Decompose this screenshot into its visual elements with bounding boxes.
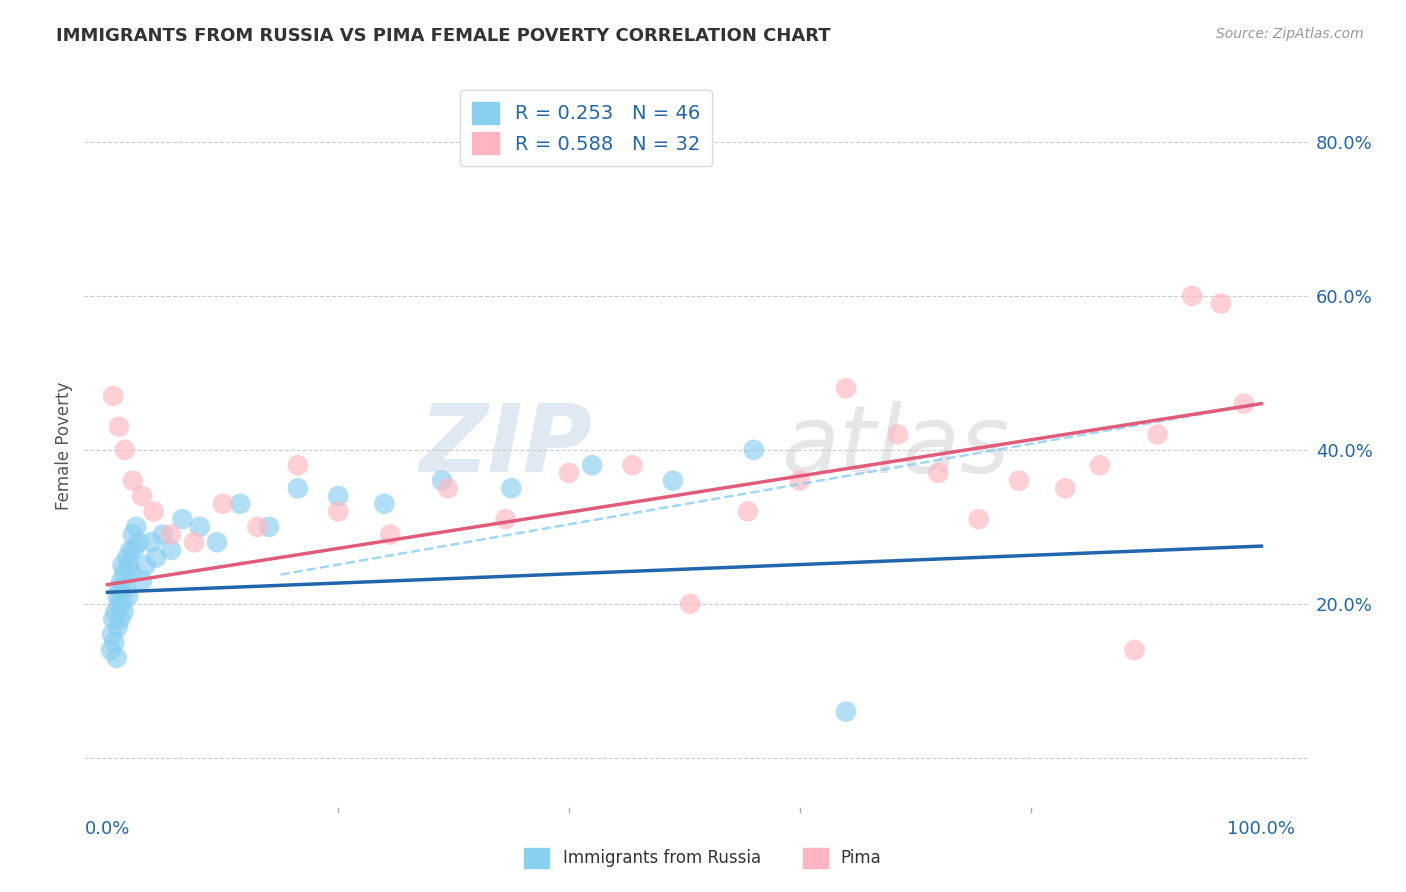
Point — [205, 535, 228, 549]
Point — [430, 474, 453, 488]
Point — [100, 643, 122, 657]
Point — [120, 543, 142, 558]
Point — [108, 582, 131, 596]
Point — [495, 512, 517, 526]
Point — [211, 497, 233, 511]
Point — [257, 520, 280, 534]
Point — [1123, 643, 1146, 657]
Point — [108, 419, 131, 434]
Point — [111, 558, 134, 573]
Point — [967, 512, 990, 526]
Point — [1146, 427, 1168, 442]
Point — [789, 474, 811, 488]
Point — [742, 442, 765, 457]
Point — [110, 574, 132, 588]
Point — [172, 512, 194, 526]
Text: Source: ZipAtlas.com: Source: ZipAtlas.com — [1216, 27, 1364, 41]
Point — [118, 558, 141, 573]
Point — [679, 597, 702, 611]
Point — [183, 535, 205, 549]
Point — [141, 535, 163, 549]
Point — [835, 705, 858, 719]
Point — [1054, 481, 1077, 495]
Point — [160, 527, 183, 541]
Y-axis label: Female Poverty: Female Poverty — [55, 382, 73, 510]
Point — [107, 620, 129, 634]
Point — [121, 474, 143, 488]
Point — [887, 427, 910, 442]
Point — [501, 481, 523, 495]
Point — [121, 527, 143, 541]
Point — [160, 543, 183, 558]
Point — [246, 520, 269, 534]
Text: ZIP: ZIP — [419, 400, 592, 492]
Point — [121, 566, 143, 580]
Point — [328, 504, 350, 518]
Point — [125, 520, 148, 534]
Point — [114, 566, 136, 580]
Point — [135, 558, 157, 573]
Point — [145, 550, 167, 565]
Point — [152, 527, 174, 541]
Legend: Immigrants from Russia, Pima: Immigrants from Russia, Pima — [517, 841, 889, 875]
Point — [621, 458, 644, 473]
Point — [115, 550, 138, 565]
Point — [581, 458, 603, 473]
Point — [108, 597, 131, 611]
Point — [1209, 296, 1232, 310]
Point — [131, 489, 153, 503]
Point — [107, 589, 129, 603]
Point — [112, 605, 135, 619]
Point — [558, 466, 581, 480]
Point — [103, 389, 125, 403]
Point — [662, 474, 685, 488]
Point — [103, 635, 125, 649]
Point — [111, 597, 134, 611]
Legend: R = 0.253   N = 46, R = 0.588   N = 32: R = 0.253 N = 46, R = 0.588 N = 32 — [460, 90, 711, 166]
Point — [128, 535, 150, 549]
Point — [927, 466, 949, 480]
Text: IMMIGRANTS FROM RUSSIA VS PIMA FEMALE POVERTY CORRELATION CHART: IMMIGRANTS FROM RUSSIA VS PIMA FEMALE PO… — [56, 27, 831, 45]
Point — [287, 481, 309, 495]
Point — [373, 497, 395, 511]
Point — [105, 650, 128, 665]
Text: atlas: atlas — [782, 401, 1010, 491]
Point — [287, 458, 309, 473]
Point — [114, 442, 136, 457]
Point — [229, 497, 252, 511]
Point — [122, 543, 145, 558]
Point — [437, 481, 460, 495]
Point — [131, 574, 153, 588]
Point — [142, 504, 165, 518]
Point — [101, 627, 124, 641]
Point — [188, 520, 211, 534]
Point — [737, 504, 759, 518]
Point — [835, 381, 858, 395]
Point — [1008, 474, 1031, 488]
Point — [117, 589, 139, 603]
Point — [115, 582, 138, 596]
Point — [328, 489, 350, 503]
Point — [1088, 458, 1111, 473]
Point — [1233, 397, 1256, 411]
Point — [103, 612, 125, 626]
Point — [1181, 289, 1204, 303]
Point — [104, 605, 127, 619]
Point — [378, 527, 402, 541]
Point — [108, 612, 131, 626]
